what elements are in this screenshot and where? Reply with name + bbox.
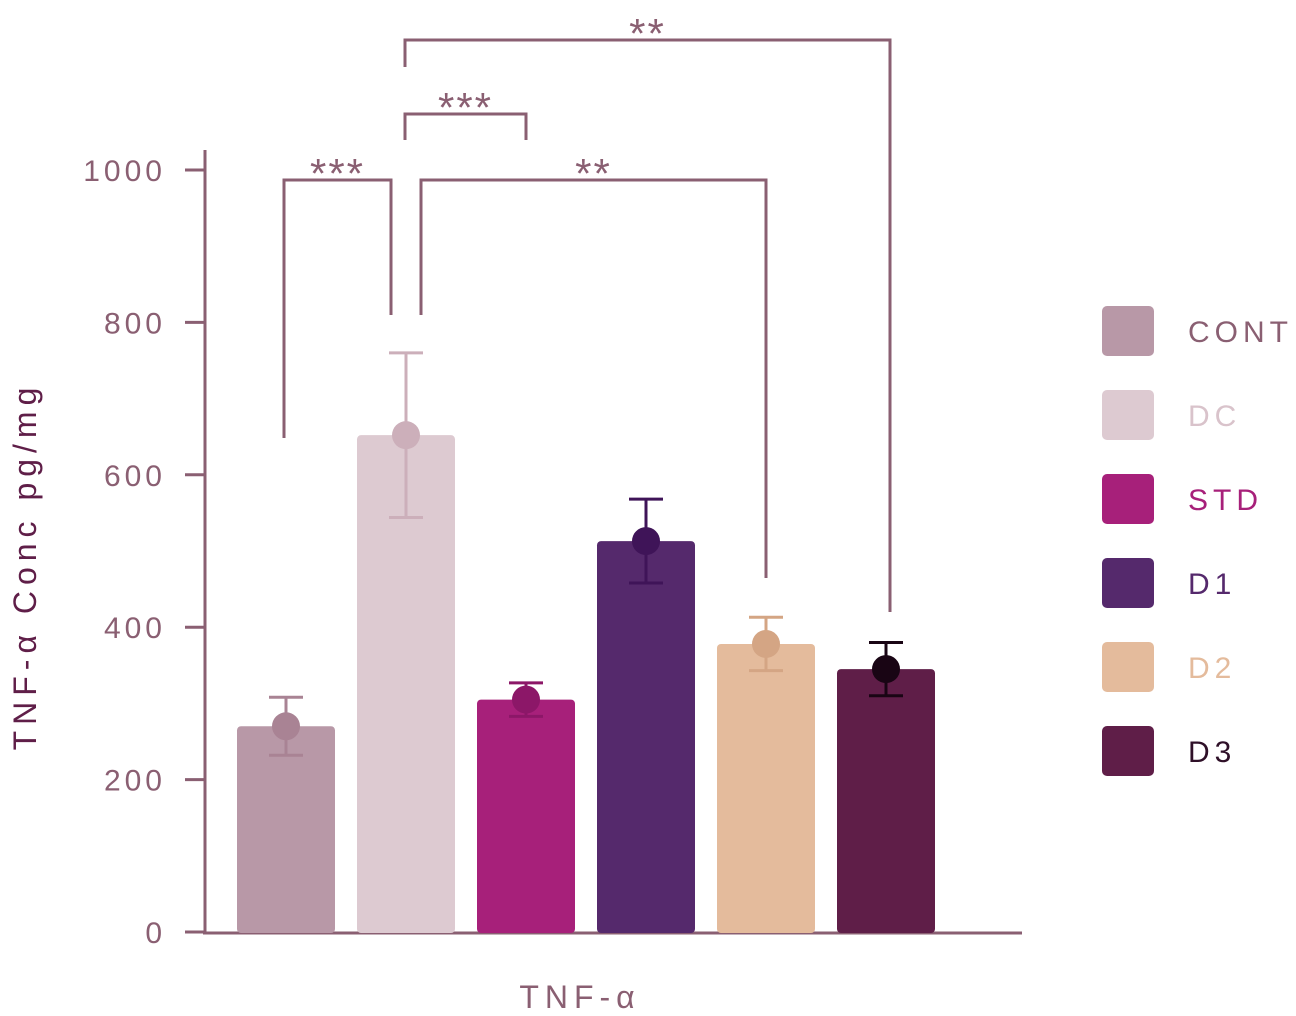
error-bar-cont — [269, 695, 303, 757]
legend: CONT DC STD D1 D2 D3 — [1102, 306, 1293, 776]
mean-marker — [272, 712, 300, 741]
legend-swatch — [1102, 474, 1154, 524]
bar-dc — [357, 435, 455, 933]
legend-item-d1: D1 — [1102, 558, 1236, 608]
legend-label: D1 — [1188, 568, 1236, 601]
legend-swatch — [1102, 390, 1154, 440]
legend-item-d3: D3 — [1102, 726, 1236, 776]
bar-d2 — [717, 643, 815, 933]
mean-marker — [632, 527, 660, 556]
legend-label: CONT — [1188, 316, 1293, 349]
legend-item-std: STD — [1102, 474, 1263, 524]
bracket-line — [403, 112, 528, 140]
error-bar-d1 — [629, 497, 663, 585]
significance-label: *** — [310, 150, 365, 197]
legend-swatch — [1102, 306, 1154, 356]
legend-label: D2 — [1188, 652, 1236, 685]
axes: 0 200 400 600 800 1000 — [83, 150, 1022, 950]
mean-marker — [752, 629, 780, 658]
mean-marker — [512, 685, 540, 714]
bracket-line — [419, 178, 768, 578]
y-tick-label: 800 — [104, 307, 166, 340]
y-tick-label: 400 — [104, 612, 166, 645]
significance-bracket-dc-d2: ** — [419, 150, 768, 578]
legend-swatch — [1102, 558, 1154, 608]
significance-label: ** — [575, 150, 612, 197]
x-axis-title: TNF-α — [519, 979, 640, 1015]
y-axis-title: TNF-α Conc pg/mg — [7, 382, 43, 751]
bar-d3 — [837, 669, 935, 933]
bracket-line — [282, 178, 393, 438]
bracket-line — [403, 38, 892, 612]
significance-label: *** — [438, 84, 493, 131]
error-bars — [269, 351, 903, 757]
bar-std — [477, 699, 575, 933]
error-bar-d3 — [869, 640, 903, 698]
error-bar-std — [509, 681, 543, 718]
significance-label: ** — [629, 10, 666, 57]
legend-label: DC — [1188, 400, 1241, 433]
legend-item-cont: CONT — [1102, 306, 1293, 356]
significance-bracket-dc-std: *** — [403, 84, 528, 140]
significance-bracket-dc-d3: ** — [403, 10, 892, 612]
legend-label: D3 — [1188, 736, 1236, 769]
mean-marker — [872, 655, 900, 684]
bars — [237, 435, 935, 933]
y-tick-label: 1000 — [83, 155, 166, 188]
legend-label: STD — [1188, 484, 1263, 517]
bar-cont — [237, 726, 335, 933]
error-bar-d2 — [749, 615, 783, 673]
significance-bracket-cont-dc: *** — [282, 150, 393, 438]
legend-swatch — [1102, 642, 1154, 692]
bar-d1 — [597, 541, 695, 933]
significance-brackets: ********** — [282, 10, 892, 612]
mean-marker — [392, 421, 420, 450]
y-tick-label: 0 — [145, 917, 166, 950]
error-bar-dc — [389, 351, 423, 519]
y-tick-label: 600 — [104, 460, 166, 493]
legend-item-dc: DC — [1102, 390, 1241, 440]
legend-item-d2: D2 — [1102, 642, 1236, 692]
legend-swatch — [1102, 726, 1154, 776]
y-tick-label: 200 — [104, 765, 166, 798]
